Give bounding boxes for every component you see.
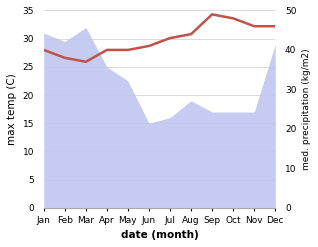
X-axis label: date (month): date (month): [121, 230, 198, 240]
Y-axis label: max temp (C): max temp (C): [7, 73, 17, 145]
Y-axis label: med. precipitation (kg/m2): med. precipitation (kg/m2): [302, 48, 311, 170]
